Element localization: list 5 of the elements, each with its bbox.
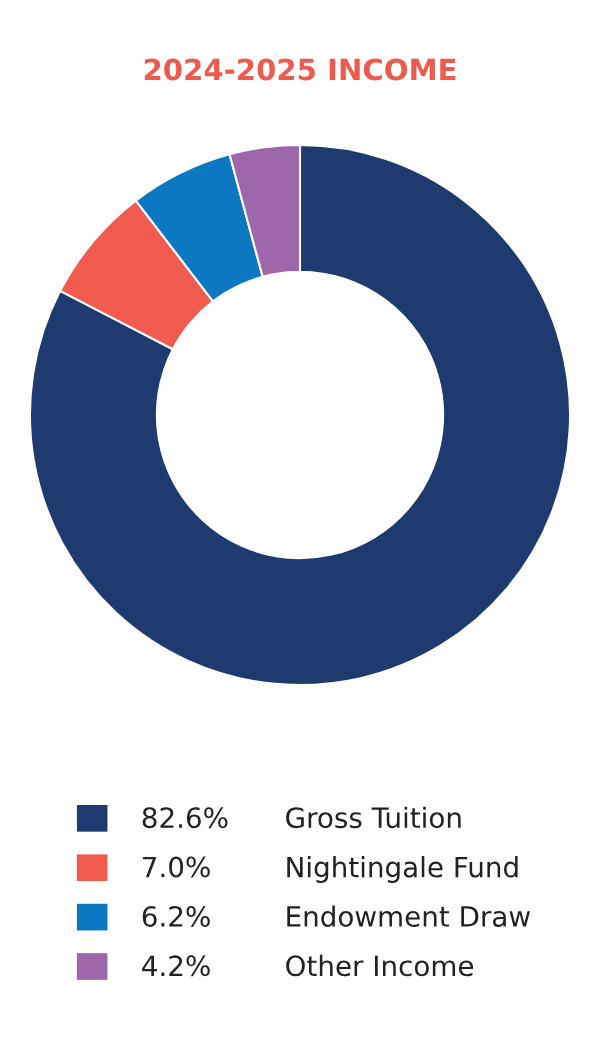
- legend-label: 82.6% Gross Tuition: [142, 806, 461, 829]
- chart-title: 2024-2025 INCOME: [144, 58, 456, 81]
- legend-label: 4.2% Other Income: [142, 954, 474, 977]
- legend-label: 6.2% Endowment Draw: [142, 905, 530, 927]
- legend-label: 7.0% Nightingale Fund: [143, 856, 518, 883]
